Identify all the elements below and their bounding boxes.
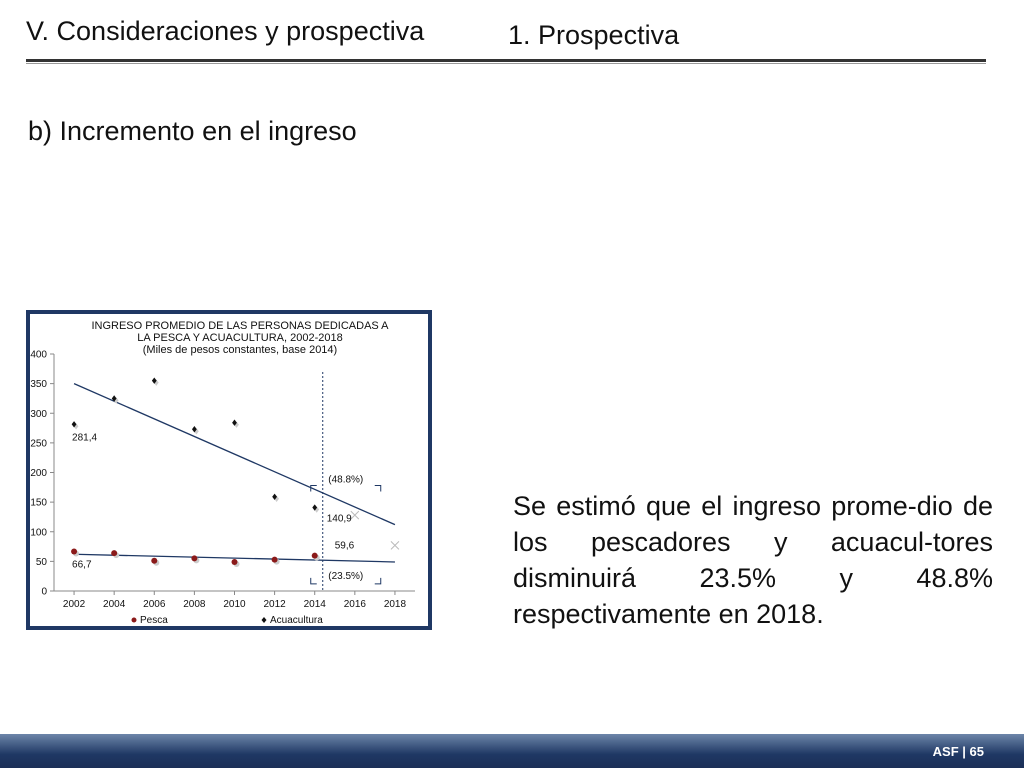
section-heading: b) Incremento en el ingreso [28, 116, 357, 146]
trend-line-acuacultura [73, 383, 396, 526]
x-tick-label-0: 2002 [63, 599, 86, 610]
y-tick-label-6: 300 [30, 409, 47, 420]
chart-frame: INGRESO PROMEDIO DE LAS PERSONAS DEDICAD… [26, 310, 432, 630]
acuacultura-point-shadow-2 [153, 379, 159, 386]
acuacultura-point-shadow-3 [193, 428, 199, 435]
x-tick-label-4: 2010 [223, 599, 246, 610]
acuacultura-point-shadow-4 [234, 421, 239, 428]
pesca-point-0 [71, 548, 78, 555]
annotation-pesca: (23.5%) [328, 571, 363, 582]
y-tick-label-3: 150 [30, 498, 47, 509]
acuacultura-point-shadow-1 [113, 397, 119, 404]
body-text: Se estimó que el ingreso prome-dio de lo… [513, 491, 993, 629]
chart-plot: 0 50 100 150 200 250 300 350 400 2002 2004 2006 2008… [30, 350, 415, 626]
pesca-point-5 [271, 556, 278, 563]
data-label-1: 66,7 [72, 559, 92, 570]
header-rule [26, 59, 986, 62]
annotation-bracket-pesca [310, 577, 382, 585]
x-tick-label-6: 2014 [304, 599, 327, 610]
footer-page-label: ASF | 65 [932, 744, 984, 759]
y-tick-label-0: 0 [41, 587, 47, 598]
acuacultura-point-5 [272, 493, 278, 500]
chart-title-line-1: INGRESO PROMEDIO DE LAS PERSONAS DEDICAD… [91, 320, 389, 332]
pesca-point-2 [151, 557, 158, 564]
x-tick-label-2: 2006 [143, 599, 166, 610]
annotation-acuacultura: (48.8%) [328, 475, 363, 486]
chart-title-line-3: (Miles de pesos constantes, base 2014) [142, 344, 338, 356]
legend-label-pesca: Pesca [140, 615, 168, 626]
x-tick-label-5: 2012 [263, 599, 286, 610]
data-label-3: 59,6 [335, 541, 355, 552]
trend-line-pesca [74, 553, 395, 563]
y-tick-label-4: 200 [30, 468, 47, 479]
pesca-point-6 [311, 552, 318, 559]
x-tick-label-1: 2004 [103, 599, 126, 610]
pesca-point-4 [231, 558, 238, 565]
footer-bar: ASF | 65 [0, 734, 1024, 768]
data-label-0: 281,4 [72, 432, 97, 443]
acuacultura-point-0 [71, 421, 77, 428]
pesca-projection-marker [390, 541, 400, 550]
acuacultura-point-shadow-0 [73, 423, 79, 430]
legend-marker-acuacultura [261, 617, 267, 623]
pesca-point-3 [191, 555, 198, 562]
y-tick-label-1: 50 [36, 557, 48, 568]
acuacultura-point-2 [151, 377, 157, 384]
header-rule-thin [26, 63, 986, 64]
chart-title: INGRESO PROMEDIO DE LAS PERSONAS DEDICAD… [60, 320, 420, 356]
y-tick-label-5: 250 [30, 438, 47, 449]
acuacultura-projection-marker [350, 510, 360, 520]
data-label-2: 140,9 [327, 514, 352, 525]
annotation-bracket-acuacultura [310, 485, 382, 492]
y-tick-label-8: 400 [30, 350, 47, 361]
pesca-point-1 [111, 550, 118, 557]
header-title: V. Consideraciones y prospectiva [26, 16, 425, 46]
acuacultura-point-1 [111, 395, 117, 402]
header-subtitle: 1. Prospectiva [508, 20, 680, 50]
x-tick-label-7: 2016 [344, 599, 367, 610]
legend-label-acuacultura: Acuacultura [270, 615, 323, 626]
acuacultura-point-3 [191, 426, 197, 433]
y-tick-label-7: 350 [30, 379, 47, 390]
y-tick-label-2: 100 [30, 527, 47, 538]
chart-title-line-2: LA PESCA Y ACUACULTURA, 2002-2018 [137, 332, 343, 344]
legend-marker-pesca [131, 617, 137, 623]
x-tick-label-8: 2018 [384, 599, 407, 610]
acuacultura-point-6 [312, 504, 318, 511]
acuacultura-point-4 [232, 419, 237, 426]
x-tick-label-3: 2008 [183, 599, 206, 610]
acuacultura-point-shadow-6 [314, 506, 320, 513]
